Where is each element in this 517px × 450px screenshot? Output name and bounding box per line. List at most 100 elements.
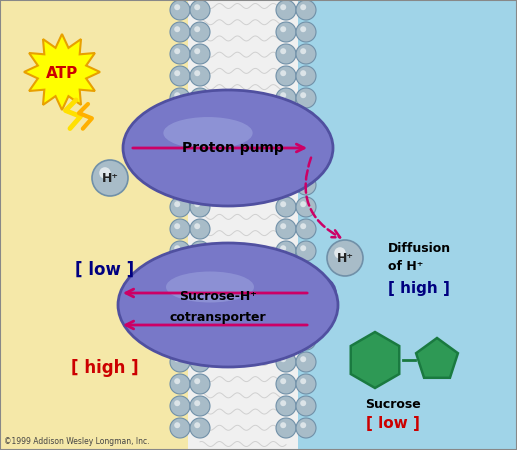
- Circle shape: [276, 374, 296, 394]
- Circle shape: [300, 4, 306, 10]
- Circle shape: [174, 223, 180, 229]
- Circle shape: [194, 422, 200, 428]
- Circle shape: [276, 175, 296, 195]
- Circle shape: [276, 22, 296, 42]
- Circle shape: [296, 175, 316, 195]
- Circle shape: [300, 378, 306, 384]
- Circle shape: [174, 422, 180, 428]
- Circle shape: [296, 241, 316, 261]
- Circle shape: [190, 66, 210, 86]
- Ellipse shape: [118, 243, 338, 367]
- Circle shape: [300, 334, 306, 340]
- Circle shape: [300, 267, 306, 273]
- Circle shape: [174, 4, 180, 10]
- Circle shape: [300, 422, 306, 428]
- Circle shape: [300, 26, 306, 32]
- Text: Sucrose-H⁺: Sucrose-H⁺: [179, 291, 257, 303]
- Circle shape: [170, 352, 190, 372]
- Circle shape: [194, 179, 200, 185]
- Text: [ high ]: [ high ]: [388, 280, 450, 296]
- Circle shape: [194, 4, 200, 10]
- Circle shape: [327, 240, 363, 276]
- Circle shape: [276, 44, 296, 64]
- Bar: [270, 0, 517, 450]
- Text: of H⁺: of H⁺: [388, 260, 423, 273]
- Circle shape: [280, 4, 286, 10]
- Circle shape: [280, 70, 286, 76]
- Text: Diffusion: Diffusion: [388, 242, 451, 255]
- Circle shape: [174, 334, 180, 340]
- Circle shape: [170, 0, 190, 20]
- Circle shape: [296, 219, 316, 239]
- Circle shape: [296, 263, 316, 283]
- Circle shape: [92, 160, 128, 196]
- Circle shape: [276, 219, 296, 239]
- Ellipse shape: [123, 90, 333, 206]
- Circle shape: [170, 330, 190, 350]
- Circle shape: [170, 22, 190, 42]
- Circle shape: [190, 263, 210, 283]
- Circle shape: [300, 92, 306, 98]
- Circle shape: [280, 356, 286, 362]
- Circle shape: [276, 396, 296, 416]
- Circle shape: [190, 22, 210, 42]
- Circle shape: [276, 110, 296, 130]
- Text: cotransporter: cotransporter: [170, 310, 266, 324]
- Circle shape: [280, 422, 286, 428]
- Circle shape: [190, 374, 210, 394]
- Circle shape: [276, 197, 296, 217]
- Circle shape: [300, 48, 306, 54]
- Circle shape: [300, 114, 306, 120]
- Circle shape: [170, 396, 190, 416]
- Circle shape: [296, 352, 316, 372]
- Circle shape: [194, 70, 200, 76]
- Text: ©1999 Addison Wesley Longman, Inc.: ©1999 Addison Wesley Longman, Inc.: [4, 437, 149, 446]
- Circle shape: [99, 167, 111, 179]
- Circle shape: [170, 66, 190, 86]
- Ellipse shape: [166, 271, 254, 302]
- Circle shape: [296, 418, 316, 438]
- Circle shape: [300, 70, 306, 76]
- Circle shape: [276, 263, 296, 283]
- Polygon shape: [416, 338, 458, 378]
- Circle shape: [280, 223, 286, 229]
- Circle shape: [170, 241, 190, 261]
- Circle shape: [276, 418, 296, 438]
- Circle shape: [174, 26, 180, 32]
- Circle shape: [194, 201, 200, 207]
- Circle shape: [174, 92, 180, 98]
- Bar: [188, 0, 298, 450]
- Circle shape: [190, 219, 210, 239]
- Polygon shape: [24, 34, 100, 110]
- Circle shape: [276, 330, 296, 350]
- Circle shape: [190, 396, 210, 416]
- Circle shape: [194, 26, 200, 32]
- Circle shape: [174, 70, 180, 76]
- Text: [ high ]: [ high ]: [71, 359, 139, 377]
- Circle shape: [170, 175, 190, 195]
- Circle shape: [170, 110, 190, 130]
- Circle shape: [276, 66, 296, 86]
- Circle shape: [300, 245, 306, 251]
- Circle shape: [276, 241, 296, 261]
- Circle shape: [170, 418, 190, 438]
- Ellipse shape: [270, 271, 336, 315]
- Text: [ low ]: [ low ]: [75, 261, 134, 279]
- Circle shape: [296, 44, 316, 64]
- Circle shape: [280, 400, 286, 406]
- Circle shape: [194, 223, 200, 229]
- Circle shape: [280, 48, 286, 54]
- Circle shape: [280, 26, 286, 32]
- Text: Sucrose: Sucrose: [365, 398, 421, 411]
- Circle shape: [174, 114, 180, 120]
- Circle shape: [194, 378, 200, 384]
- Circle shape: [280, 334, 286, 340]
- Circle shape: [190, 110, 210, 130]
- Circle shape: [170, 197, 190, 217]
- Circle shape: [300, 400, 306, 406]
- Circle shape: [300, 223, 306, 229]
- Circle shape: [280, 92, 286, 98]
- Circle shape: [174, 48, 180, 54]
- Circle shape: [190, 44, 210, 64]
- Circle shape: [170, 374, 190, 394]
